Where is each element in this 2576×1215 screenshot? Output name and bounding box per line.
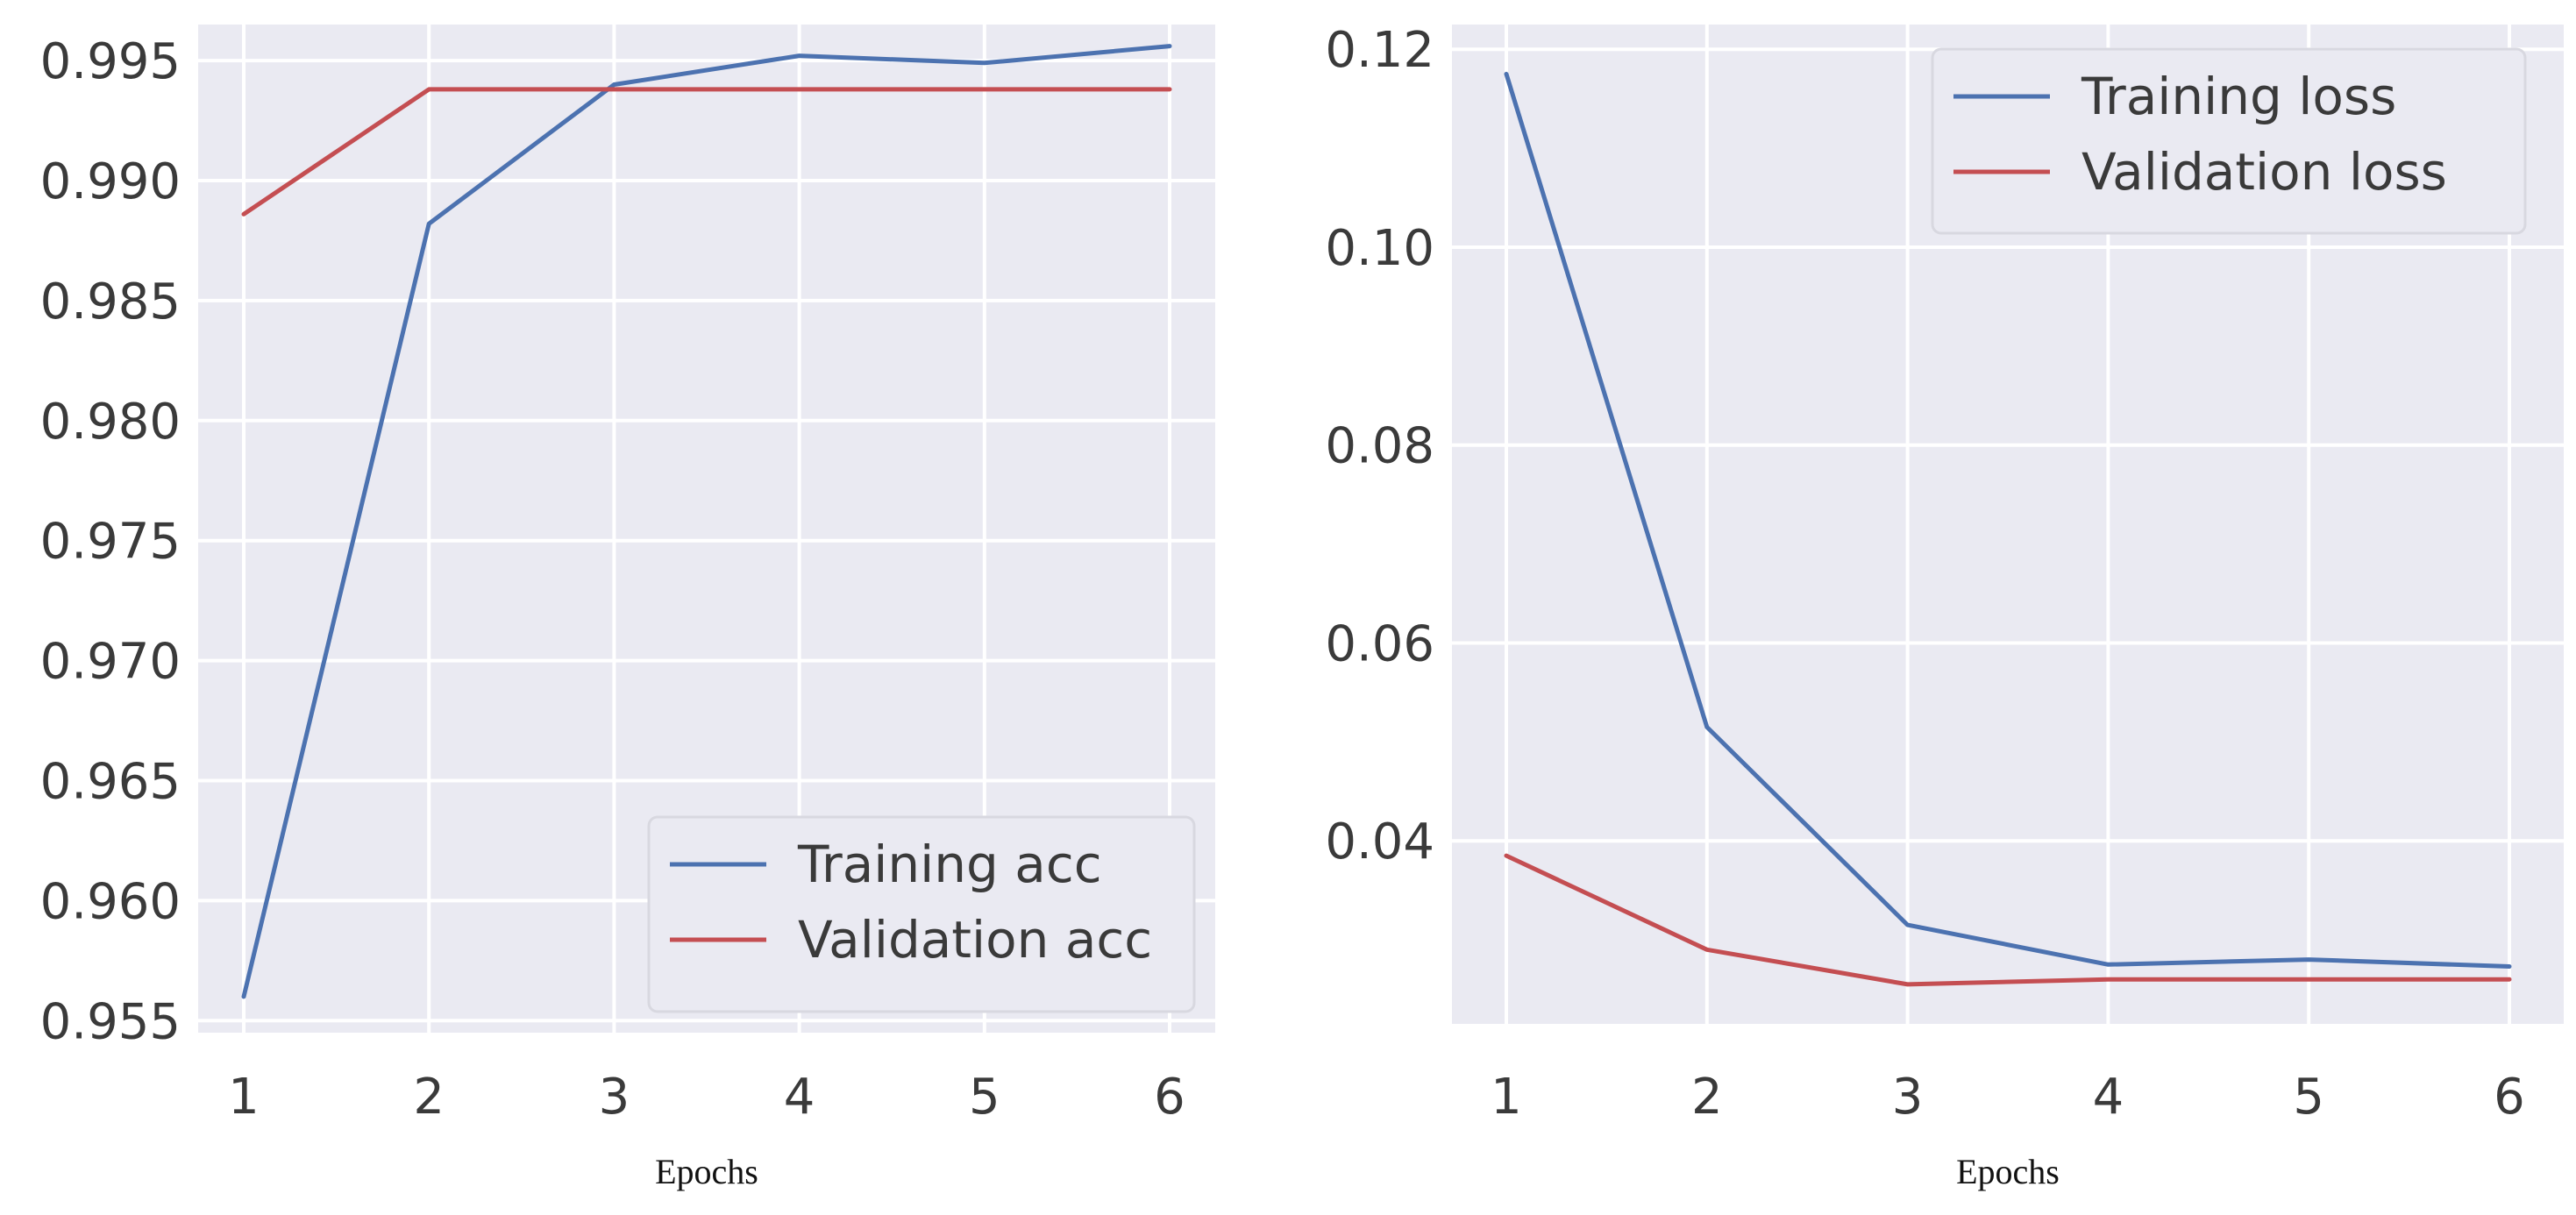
loss-legend-box [1931, 47, 2527, 235]
loss-legend: Training loss Validation loss [1931, 47, 2527, 235]
loss-chart: 0.04 0.06 0.08 0.10 0.12 1 2 3 4 5 6 Training los… [1325, 22, 2564, 1191]
accuracy-x-tick-label: 1 [228, 1069, 260, 1126]
accuracy-gridlines [198, 25, 1215, 1033]
accuracy-x-tick-labels: 1 2 3 4 5 6 [228, 1069, 1185, 1126]
loss-y-tick-label: 0.08 [1325, 418, 1434, 475]
loss-x-axis-label: Epochs [1956, 1152, 2060, 1191]
accuracy-y-tick-label: 0.995 [40, 33, 181, 90]
accuracy-y-tick-labels: 0.955 0.960 0.965 0.970 0.975 0.980 0.985 0.990… [40, 33, 181, 1050]
loss-y-tick-labels: 0.04 0.06 0.08 0.10 0.12 [1325, 22, 1434, 870]
loss-legend-label: Validation loss [2081, 142, 2447, 202]
loss-x-tick-label: 5 [2293, 1069, 2324, 1126]
loss-x-tick-label: 3 [1892, 1069, 1924, 1126]
loss-y-tick-label: 0.04 [1325, 814, 1434, 870]
loss-x-tick-labels: 1 2 3 4 5 6 [1491, 1069, 2525, 1126]
accuracy-y-tick-label: 0.980 [40, 394, 181, 451]
loss-x-tick-label: 2 [1691, 1069, 1723, 1126]
accuracy-series-line-1 [241, 44, 1172, 999]
loss-x-tick-label: 4 [2093, 1069, 2124, 1126]
accuracy-series-line-2 [241, 87, 1172, 217]
accuracy-x-tick-label: 3 [599, 1069, 630, 1126]
loss-y-tick-label: 0.06 [1325, 615, 1434, 672]
loss-series-line-1 [1504, 71, 2512, 969]
loss-y-tick-label: 0.10 [1325, 220, 1434, 277]
accuracy-series-lines [241, 44, 1172, 999]
accuracy-y-tick-label: 0.965 [40, 754, 181, 811]
accuracy-x-tick-label: 4 [784, 1069, 815, 1126]
accuracy-legend-box [647, 815, 1196, 1013]
accuracy-legend: Training acc Validation acc [647, 815, 1196, 1013]
loss-y-tick-label: 0.12 [1325, 22, 1434, 79]
accuracy-y-tick-label: 0.960 [40, 873, 181, 930]
accuracy-legend-label: Validation acc [798, 910, 1152, 970]
accuracy-x-tick-label: 6 [1154, 1069, 1185, 1126]
loss-series-line-2 [1504, 853, 2512, 987]
loss-series-lines [1504, 71, 2512, 987]
accuracy-x-tick-label: 2 [413, 1069, 445, 1126]
accuracy-y-tick-label: 0.985 [40, 274, 181, 330]
accuracy-x-tick-label: 5 [969, 1069, 1000, 1126]
loss-x-tick-label: 1 [1491, 1069, 1522, 1126]
accuracy-y-tick-label: 0.970 [40, 634, 181, 691]
accuracy-y-tick-label: 0.990 [40, 153, 181, 210]
accuracy-y-tick-label: 0.955 [40, 993, 181, 1050]
accuracy-x-axis-label: Epochs [655, 1152, 758, 1191]
accuracy-chart: 0.955 0.960 0.965 0.970 0.975 0.980 0.985 0.990… [40, 25, 1215, 1191]
accuracy-legend-label: Training acc [797, 835, 1102, 894]
accuracy-y-tick-label: 0.975 [40, 514, 181, 571]
loss-x-tick-label: 6 [2494, 1069, 2525, 1126]
loss-legend-label: Training loss [2081, 67, 2396, 126]
